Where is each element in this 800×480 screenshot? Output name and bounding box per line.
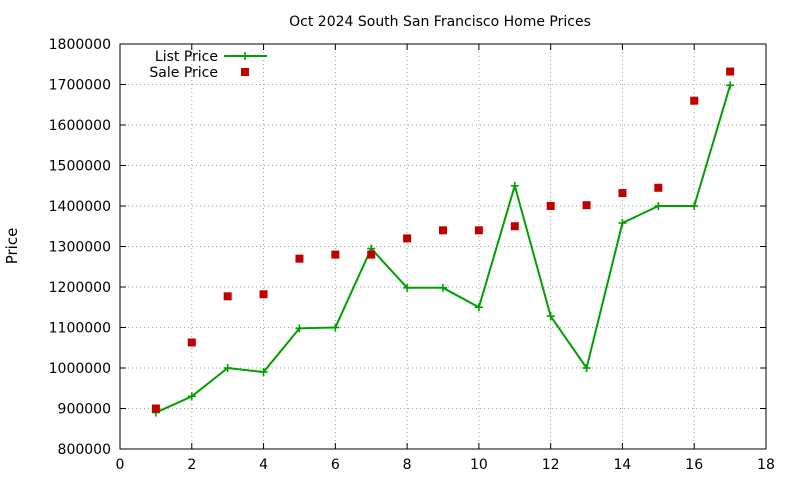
- list-price-point: [474, 303, 483, 312]
- list-price-point: [295, 324, 304, 333]
- sale-price-point: [510, 222, 519, 231]
- y-tick-label: 800000: [58, 442, 111, 458]
- series-layer: [151, 67, 735, 417]
- chart-title: Oct 2024 South San Francisco Home Prices: [289, 14, 591, 30]
- grid: [120, 44, 766, 449]
- sale-price-point: [690, 96, 699, 105]
- list-price-point: [690, 202, 699, 210]
- x-tick-label: 6: [331, 457, 340, 473]
- legend-label-sale-price: Sale Price: [149, 65, 218, 81]
- sale-price-point: [654, 183, 663, 192]
- y-axis-label: Price: [3, 228, 21, 265]
- x-tick-label: 0: [116, 457, 125, 473]
- y-tick-label: 1200000: [49, 280, 111, 296]
- list-price-point: [618, 219, 627, 228]
- legend-swatch-marker-sale-price: [241, 68, 249, 76]
- sale-price-point: [582, 201, 591, 210]
- sale-price-point: [618, 189, 627, 198]
- sale-price-point: [367, 250, 376, 259]
- sale-price-point: [474, 226, 483, 235]
- legend-label-list-price: List Price: [155, 49, 218, 65]
- x-tick-label: 16: [685, 457, 703, 473]
- axis-ticks: 800000 900000 1000000 1100000 1200000 1300000…: [49, 37, 775, 473]
- list-price-point: [331, 323, 340, 332]
- sale-price-point: [151, 404, 160, 413]
- sale-price-point: [726, 67, 735, 76]
- sale-price-point: [546, 202, 555, 210]
- y-tick-label: 1400000: [49, 199, 111, 215]
- x-tick-label: 10: [470, 457, 488, 473]
- sale-price-point: [259, 290, 268, 299]
- sale-price-point: [439, 226, 447, 235]
- list-price-point: [654, 202, 663, 210]
- y-tick-label: 1500000: [49, 159, 111, 175]
- y-tick-label: 1800000: [49, 37, 111, 53]
- plot-frame: [119, 43, 767, 450]
- y-tick-label: 1000000: [49, 361, 111, 377]
- list-price-point: [546, 312, 555, 321]
- sale-price-point: [331, 250, 340, 259]
- x-tick-label: 12: [542, 457, 560, 473]
- y-tick-label: 1300000: [49, 240, 111, 256]
- list-price-line: [155, 85, 732, 414]
- sale-price-point: [403, 234, 412, 243]
- list-price-point: [403, 283, 412, 292]
- list-price-point: [223, 364, 232, 372]
- list-price-point: [439, 283, 447, 292]
- legend-swatch-marker-list-price: [241, 52, 249, 60]
- list-price-point: [187, 392, 196, 401]
- x-tick-label: 2: [187, 457, 196, 473]
- x-tick-label: 4: [259, 457, 268, 473]
- x-tick-label: 8: [403, 457, 412, 473]
- sale-price-point: [295, 254, 304, 263]
- x-tick-label: 18: [757, 457, 775, 473]
- list-price-point: [726, 81, 735, 90]
- sale-price-point: [223, 292, 232, 301]
- x-tick-label: 14: [614, 457, 632, 473]
- y-tick-label: 900000: [58, 402, 111, 418]
- list-price-point: [259, 368, 268, 377]
- list-price-point: [582, 364, 591, 372]
- y-tick-label: 1100000: [49, 321, 111, 337]
- sale-price-point: [187, 338, 196, 347]
- list-price-point: [510, 181, 519, 190]
- y-tick-label: 1600000: [49, 118, 111, 134]
- y-tick-label: 1700000: [49, 78, 111, 94]
